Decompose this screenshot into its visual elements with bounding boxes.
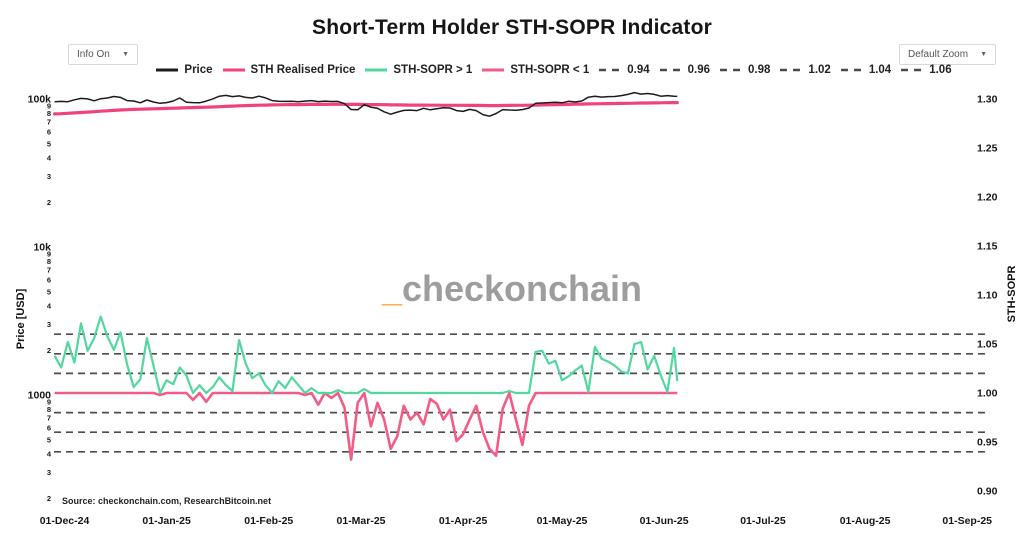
legend-line-swatch <box>482 68 505 72</box>
info-dropdown[interactable]: Info On ▼ <box>68 44 138 65</box>
sopr-tick-label: 0.95 <box>977 437 998 449</box>
sopr-tick-label: 1.15 <box>977 241 998 253</box>
source-note: Source: checkonchain.com, ResearchBitcoi… <box>62 496 272 506</box>
price-minor-tick-label: 7 <box>47 118 51 127</box>
date-tick-label: 01-Aug-25 <box>840 515 891 527</box>
price-minor-tick-label: 9 <box>47 102 51 111</box>
sopr-tick-label: 1.05 <box>977 339 998 351</box>
price-minor-tick-label: 7 <box>47 266 51 275</box>
price-minor-tick-label: 6 <box>47 276 51 285</box>
legend-item[interactable]: Price <box>155 64 213 76</box>
price-minor-tick-label: 3 <box>47 172 51 181</box>
legend-item[interactable]: 1.06 <box>900 64 952 76</box>
price-line <box>54 91 678 117</box>
chevron-down-icon: ▼ <box>122 51 129 58</box>
price-minor-tick-label: 5 <box>47 287 51 296</box>
price-minor-tick-label: 8 <box>47 109 51 118</box>
legend-dash-swatch <box>780 68 803 72</box>
legend-item[interactable]: 0.98 <box>719 64 770 76</box>
sopr-tick-label: 1.00 <box>977 388 998 400</box>
realised-price-line <box>53 101 679 116</box>
zoom-dropdown-label: Default Zoom <box>908 49 969 60</box>
legend-item[interactable]: STH Realised Price <box>222 64 356 76</box>
legend-item[interactable]: STH-SOPR < 1 <box>481 64 589 76</box>
price-tick-label: 1000 <box>28 390 52 402</box>
legend-dash-swatch <box>659 68 682 72</box>
legend-dash-swatch <box>840 68 863 72</box>
price-minor-tick-label: 2 <box>47 494 51 503</box>
price-minor-tick-label: 2 <box>47 346 51 355</box>
legend-item-label: STH Realised Price <box>250 64 356 76</box>
price-minor-tick-label: 4 <box>47 154 52 163</box>
legend-item[interactable]: 1.02 <box>779 64 831 76</box>
date-tick-label: 01-Feb-25 <box>244 515 293 527</box>
legend-item-label: 1.04 <box>868 64 892 76</box>
price-minor-tick-label: 9 <box>47 398 51 407</box>
date-tick-label: 01-Sep-25 <box>942 515 992 527</box>
price-minor-tick-label: 6 <box>47 128 51 137</box>
date-tick-label: 01-Jun-25 <box>640 515 689 527</box>
legend: Price STH Realised Price STH-SOPR > 1 STH-S… <box>95 64 1012 76</box>
sopr-tick-label: 1.30 <box>977 94 998 106</box>
date-tick-label: 01-Dec-24 <box>40 515 90 527</box>
info-dropdown-label: Info On <box>77 49 110 60</box>
legend-item-label: 0.96 <box>687 64 711 76</box>
sopr-above-1-line <box>53 315 679 395</box>
sopr-below-1-line <box>54 391 678 461</box>
legend-item-label: STH-SOPR < 1 <box>510 64 590 76</box>
price-minor-tick-label: 8 <box>47 405 51 414</box>
legend-dash-swatch <box>599 68 622 72</box>
date-tick-label: 01-Jul-25 <box>740 515 786 527</box>
price-minor-tick-label: 5 <box>47 139 51 148</box>
date-tick-label: 01-Apr-25 <box>439 515 488 527</box>
price-minor-tick-label: 8 <box>47 257 51 266</box>
date-tick-label: 01-Jan-25 <box>142 515 191 527</box>
legend-line-swatch <box>156 68 179 72</box>
legend-dash-swatch <box>901 68 924 72</box>
sopr-tick-label: 1.10 <box>977 290 998 302</box>
legend-dash-swatch <box>720 68 743 72</box>
legend-item[interactable]: STH-SOPR > 1 <box>364 64 472 76</box>
legend-item[interactable]: 0.94 <box>598 64 650 76</box>
sopr-tick-label: 0.90 <box>977 486 998 498</box>
price-tick-label: 10k <box>33 242 51 254</box>
zoom-dropdown[interactable]: Default Zoom ▼ <box>899 44 996 65</box>
date-tick-label: 01-Mar-25 <box>336 515 385 527</box>
price-minor-tick-label: 6 <box>47 424 51 433</box>
price-minor-tick-label: 9 <box>47 250 51 259</box>
price-minor-tick-label: 7 <box>47 414 51 423</box>
price-tick-label: 100k <box>28 94 52 106</box>
sopr-tick-label: 1.20 <box>977 192 998 204</box>
legend-line-swatch <box>222 68 245 72</box>
chevron-down-icon: ▼ <box>980 51 987 58</box>
page-title: Short-Term Holder STH-SOPR Indicator <box>311 16 712 39</box>
price-minor-tick-label: 3 <box>47 320 51 329</box>
legend-item-label: 0.94 <box>627 64 650 76</box>
legend-item-label: 1.02 <box>808 64 831 76</box>
legend-item-label: Price <box>184 64 213 76</box>
legend-line-swatch <box>365 68 388 72</box>
legend-item-label: 1.06 <box>929 64 952 76</box>
price-minor-tick-label: 4 <box>47 450 52 459</box>
price-minor-tick-label: 5 <box>47 435 51 444</box>
price-minor-tick-label: 2 <box>47 198 51 207</box>
sopr-tick-label: 1.25 <box>977 143 998 155</box>
legend-item[interactable]: 0.96 <box>659 64 710 76</box>
legend-item[interactable]: 1.04 <box>840 64 891 76</box>
date-tick-label: 01-May-25 <box>537 515 588 527</box>
price-minor-tick-label: 3 <box>47 468 51 477</box>
legend-item-label: 0.98 <box>748 64 771 76</box>
price-minor-tick-label: 4 <box>47 302 52 311</box>
legend-item-label: STH-SOPR > 1 <box>393 64 473 76</box>
